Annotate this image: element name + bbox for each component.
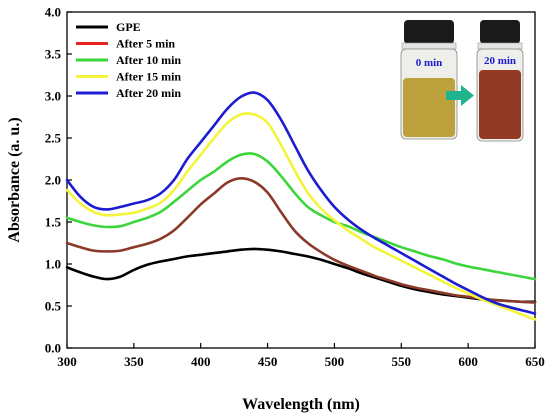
legend-label: After 10 min xyxy=(116,53,181,67)
y-axis-title: Absorbance (a. u.) xyxy=(6,117,23,242)
y-tick-label: 2.0 xyxy=(45,173,61,188)
vial-right-label: 20 min xyxy=(484,55,516,67)
legend-label: After 20 min xyxy=(116,86,181,100)
vial-cap-icon xyxy=(480,20,520,44)
x-axis-title: Wavelength (nm) xyxy=(242,396,360,413)
arrow-right-icon xyxy=(446,85,474,106)
vial-liquid xyxy=(479,70,521,139)
vial-neck xyxy=(477,42,523,50)
legend-label: After 5 min xyxy=(116,37,175,51)
x-tick-label: 550 xyxy=(392,354,412,369)
y-tick-label: 3.5 xyxy=(45,47,62,62)
vial-0-min: 0 min xyxy=(400,20,458,140)
vial-left-label: 0 min xyxy=(416,57,443,69)
series-line-after-15-min xyxy=(65,112,537,321)
legend: GPE After 5 min After 10 min After 15 min Af… xyxy=(76,20,181,100)
vial-20-min: 20 min xyxy=(476,20,524,142)
vial-inset: 0 min 20 min xyxy=(392,14,530,144)
series-line-after-20-min xyxy=(65,91,537,315)
vial-cap-icon xyxy=(404,20,454,44)
legend-label: After 15 min xyxy=(116,70,181,84)
x-tick-label: 300 xyxy=(57,354,77,369)
y-tick-label: 0.5 xyxy=(45,299,62,314)
legend-label: GPE xyxy=(116,20,141,34)
y-tick-label: 4.0 xyxy=(45,5,61,20)
series-line-after-10-min xyxy=(65,152,537,281)
vial-neck xyxy=(401,42,457,50)
series-line-after-5-min xyxy=(65,176,537,304)
x-tick-label: 350 xyxy=(124,354,144,369)
x-tick-label: 500 xyxy=(325,354,345,369)
series-lines xyxy=(65,91,537,321)
y-tick-label: 0.0 xyxy=(45,341,61,356)
x-tick-label: 400 xyxy=(191,354,211,369)
vial-liquid xyxy=(403,78,455,137)
x-tick-label: 600 xyxy=(458,354,478,369)
y-tick-label: 3.0 xyxy=(45,89,61,104)
y-tick-label: 1.0 xyxy=(45,257,61,272)
y-tick-label: 2.5 xyxy=(45,131,62,146)
y-tick-label: 1.5 xyxy=(45,215,62,230)
x-axis: 300 350 400 450 500 550 600 650 xyxy=(57,343,545,369)
x-tick-label: 450 xyxy=(258,354,278,369)
y-axis: 0.0 0.5 1.0 1.5 2.0 2.5 3.0 3.5 4.0 xyxy=(45,5,72,356)
x-tick-label: 650 xyxy=(525,354,545,369)
